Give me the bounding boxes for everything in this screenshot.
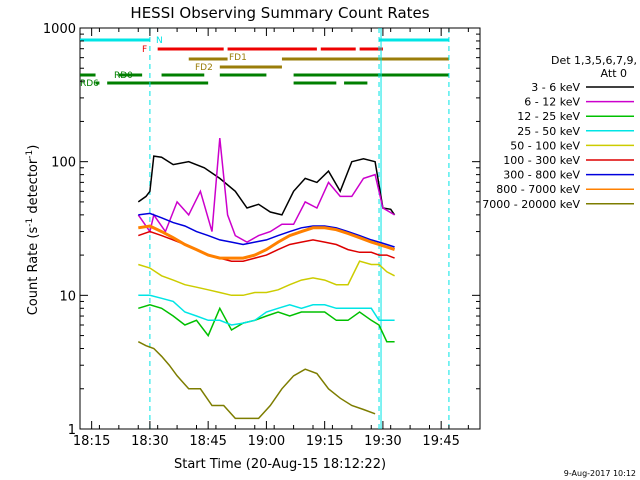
- legend: Det 1,3,5,6,7,9, Att 0 3 - 6 keV 6 - 12 k…: [482, 54, 637, 211]
- legend-label: 800 - 7000 keV: [496, 183, 580, 196]
- legend-label: 7000 - 20000 keV: [482, 198, 580, 211]
- flag-label-n: N: [156, 36, 163, 46]
- y-axis-label-mid: detector: [26, 158, 41, 218]
- x-tick-label: 19:15: [306, 434, 343, 449]
- flag-label-f: F: [142, 45, 147, 55]
- legend-header-line-2: Att 0: [601, 67, 627, 80]
- legend-label: 3 - 6 keV: [531, 81, 580, 94]
- y-tick-label: 100: [51, 156, 76, 171]
- series-line-2: [138, 304, 395, 343]
- x-tick-label: 18:45: [189, 434, 226, 449]
- y-axis-label-main: Count Rate (s: [26, 227, 41, 316]
- legend-label: 25 - 50 keV: [517, 125, 580, 138]
- legend-label: 100 - 300 keV: [503, 154, 580, 167]
- x-tick-label: 18:30: [131, 434, 168, 449]
- reference-lines: [149, 28, 450, 429]
- y-axis-label-sup-2: -1: [25, 150, 35, 159]
- legend-label: 50 - 100 keV: [510, 139, 580, 152]
- legend-label: 6 - 12 keV: [524, 96, 580, 109]
- series-line-6: [138, 212, 395, 248]
- x-tick-label: 19:45: [422, 434, 459, 449]
- series-lines: [137, 138, 396, 420]
- x-axis-label: Start Time (20-Aug-15 18:12:22): [174, 457, 386, 472]
- x-tick-label: 18:15: [73, 434, 110, 449]
- legend-label: 300 - 800 keV: [503, 169, 580, 182]
- legend-header-line-1: Det 1,3,5,6,7,9,: [551, 54, 637, 67]
- observing-flags: NF FD1 FD2 RD0 RD6: [80, 36, 449, 89]
- footer-date: 9-Aug-2017 10:12: [564, 469, 636, 478]
- flag-label-rd0: RD0: [114, 71, 133, 81]
- chart-title: HESSI Observing Summary Count Rates: [130, 4, 429, 22]
- y-axis-label: Count Rate (s-1 detector-1): [25, 145, 41, 316]
- legend-label: 12 - 25 keV: [517, 110, 580, 123]
- flag-label-rd6: RD6: [80, 79, 99, 89]
- series-line-8: [137, 341, 376, 420]
- x-tick-label: 19:30: [364, 434, 401, 449]
- y-axis-label-sup-1: -1: [25, 218, 35, 227]
- flag-label-fd2: FD2: [195, 63, 213, 73]
- x-tick-label: 19:00: [248, 434, 285, 449]
- series-line-4: [138, 260, 395, 297]
- flag-label-fd1: FD1: [229, 53, 247, 63]
- y-tick-label: 10: [59, 289, 76, 304]
- y-tick-label: 1: [68, 423, 76, 438]
- series-line-0: [137, 155, 396, 216]
- series-line-3: [138, 294, 395, 326]
- y-axis-label-end: ): [26, 145, 41, 150]
- axes: 18:15 18:30 18:45 19:00 19:15 19:30 19:45 1 10 10…: [43, 22, 480, 449]
- y-tick-label: 1000: [43, 22, 76, 37]
- series-line-1: [137, 138, 395, 243]
- plot-frame: [79, 27, 481, 430]
- series-line-7: [138, 224, 396, 260]
